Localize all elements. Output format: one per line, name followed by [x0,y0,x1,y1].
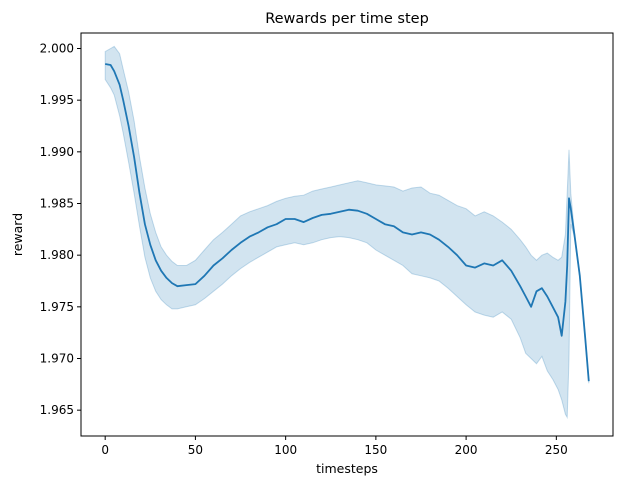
y-tick-label: 1.975 [40,300,74,314]
plot-background [81,33,613,436]
axes-frame [80,32,614,437]
y-tick-label: 1.980 [40,248,74,262]
x-axis-ticks: 0 50 100 150 200 250 [101,436,568,457]
confidence-band [104,45,590,420]
y-tick-label: 1.965 [40,403,74,417]
x-tick-label: 100 [274,443,297,457]
x-axis-label: timesteps [316,461,378,476]
x-tick-label: 150 [364,443,387,457]
y-tick-label: 1.970 [40,352,74,366]
y-axis-ticks: 1.965 1.970 1.975 1.980 1.985 1.990 1.995 2.000 [40,42,81,417]
y-tick-label: 2.000 [40,42,74,56]
plot-area [81,33,613,436]
x-tick-label: 0 [101,443,109,457]
x-tick-label: 50 [188,443,203,457]
x-tick-label: 250 [545,443,568,457]
y-axis-label: reward [10,213,25,256]
y-tick-label: 1.985 [40,197,74,211]
y-tick-label: 1.995 [40,93,74,107]
x-tick-label: 200 [455,443,478,457]
y-tick-label: 1.990 [40,145,74,159]
chart-title: Rewards per time step [265,11,429,27]
mean-reward-line [105,63,590,382]
